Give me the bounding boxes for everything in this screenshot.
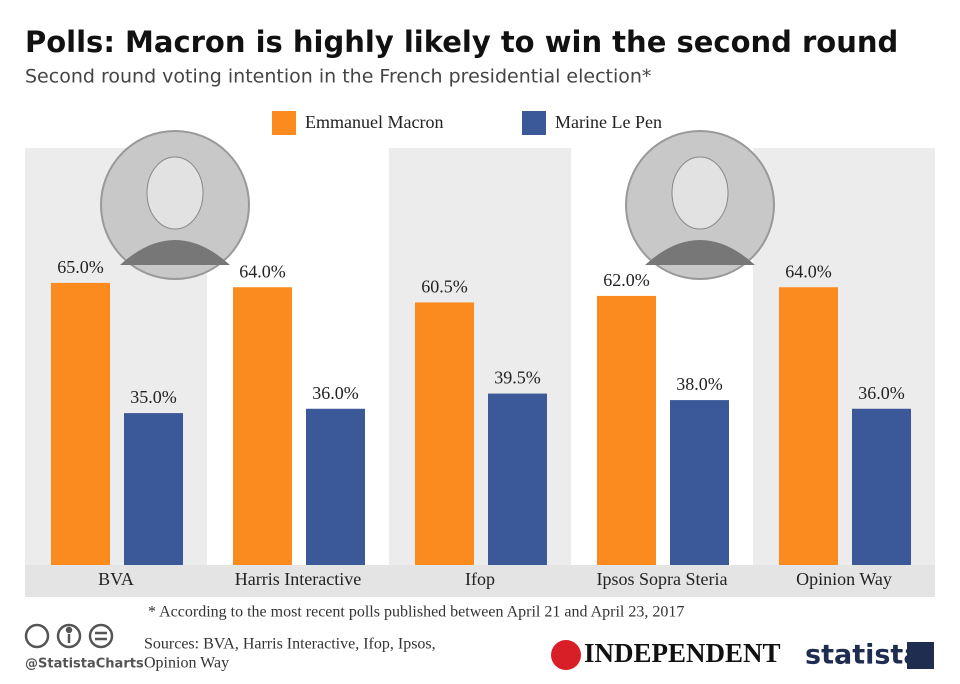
bar [670, 400, 729, 565]
partner-logo-mark [551, 640, 581, 670]
cc-icon [24, 623, 50, 649]
portrait-head [671, 156, 729, 230]
bar [779, 287, 838, 565]
nd-icon [88, 623, 114, 649]
value-label: 65.0% [57, 257, 104, 277]
value-label: 64.0% [785, 261, 832, 281]
portrait-body [120, 240, 230, 265]
category-label: Harris Interactive [235, 569, 361, 589]
sources-line: Sources: BVA, Harris Interactive, Ifop, … [144, 636, 436, 653]
value-label: 62.0% [603, 270, 650, 290]
value-label: 64.0% [239, 261, 286, 281]
value-label: 36.0% [312, 383, 359, 403]
brand-logo-mark [907, 642, 934, 669]
by-icon [56, 623, 82, 649]
value-label: 60.5% [421, 277, 468, 297]
bar [852, 408, 911, 565]
bar [306, 408, 365, 565]
category-strip [25, 565, 935, 597]
portrait-head [146, 156, 204, 230]
bar [51, 282, 110, 565]
legend-swatch [272, 111, 296, 135]
bar [233, 287, 292, 565]
license-icons [24, 623, 114, 649]
value-label: 38.0% [676, 374, 723, 394]
value-label: 36.0% [858, 383, 905, 403]
bar [597, 295, 656, 565]
bar [488, 393, 547, 565]
category-label: Ipsos Sopra Steria [597, 569, 728, 589]
bar [124, 413, 183, 565]
bar [415, 302, 474, 565]
category-label: Opinion Way [796, 569, 892, 589]
legend-label: Emmanuel Macron [305, 112, 443, 132]
handle: @StatistaCharts [25, 657, 144, 672]
value-label: 35.0% [130, 387, 177, 407]
category-label: Ifop [465, 569, 495, 589]
portrait-body [645, 240, 755, 265]
chart-subtitle: Second round voting intention in the Fre… [25, 66, 651, 88]
legend-label: Marine Le Pen [555, 112, 662, 132]
category-label: BVA [98, 569, 134, 589]
partner-logo: INDEPENDENT [584, 638, 781, 668]
legend-swatch [522, 111, 546, 135]
chart-title: Polls: Macron is highly likely to win th… [25, 25, 898, 59]
sources-line: Opinion Way [144, 655, 229, 672]
brand-logo: statista [805, 640, 922, 671]
footnote: * According to the most recent polls pub… [148, 604, 684, 621]
plot-area: Emmanuel Macron Marine Le Pen BVA 65.0% 35.0… [25, 111, 935, 597]
icon-dot [65, 626, 73, 634]
value-label: 39.5% [494, 368, 541, 388]
